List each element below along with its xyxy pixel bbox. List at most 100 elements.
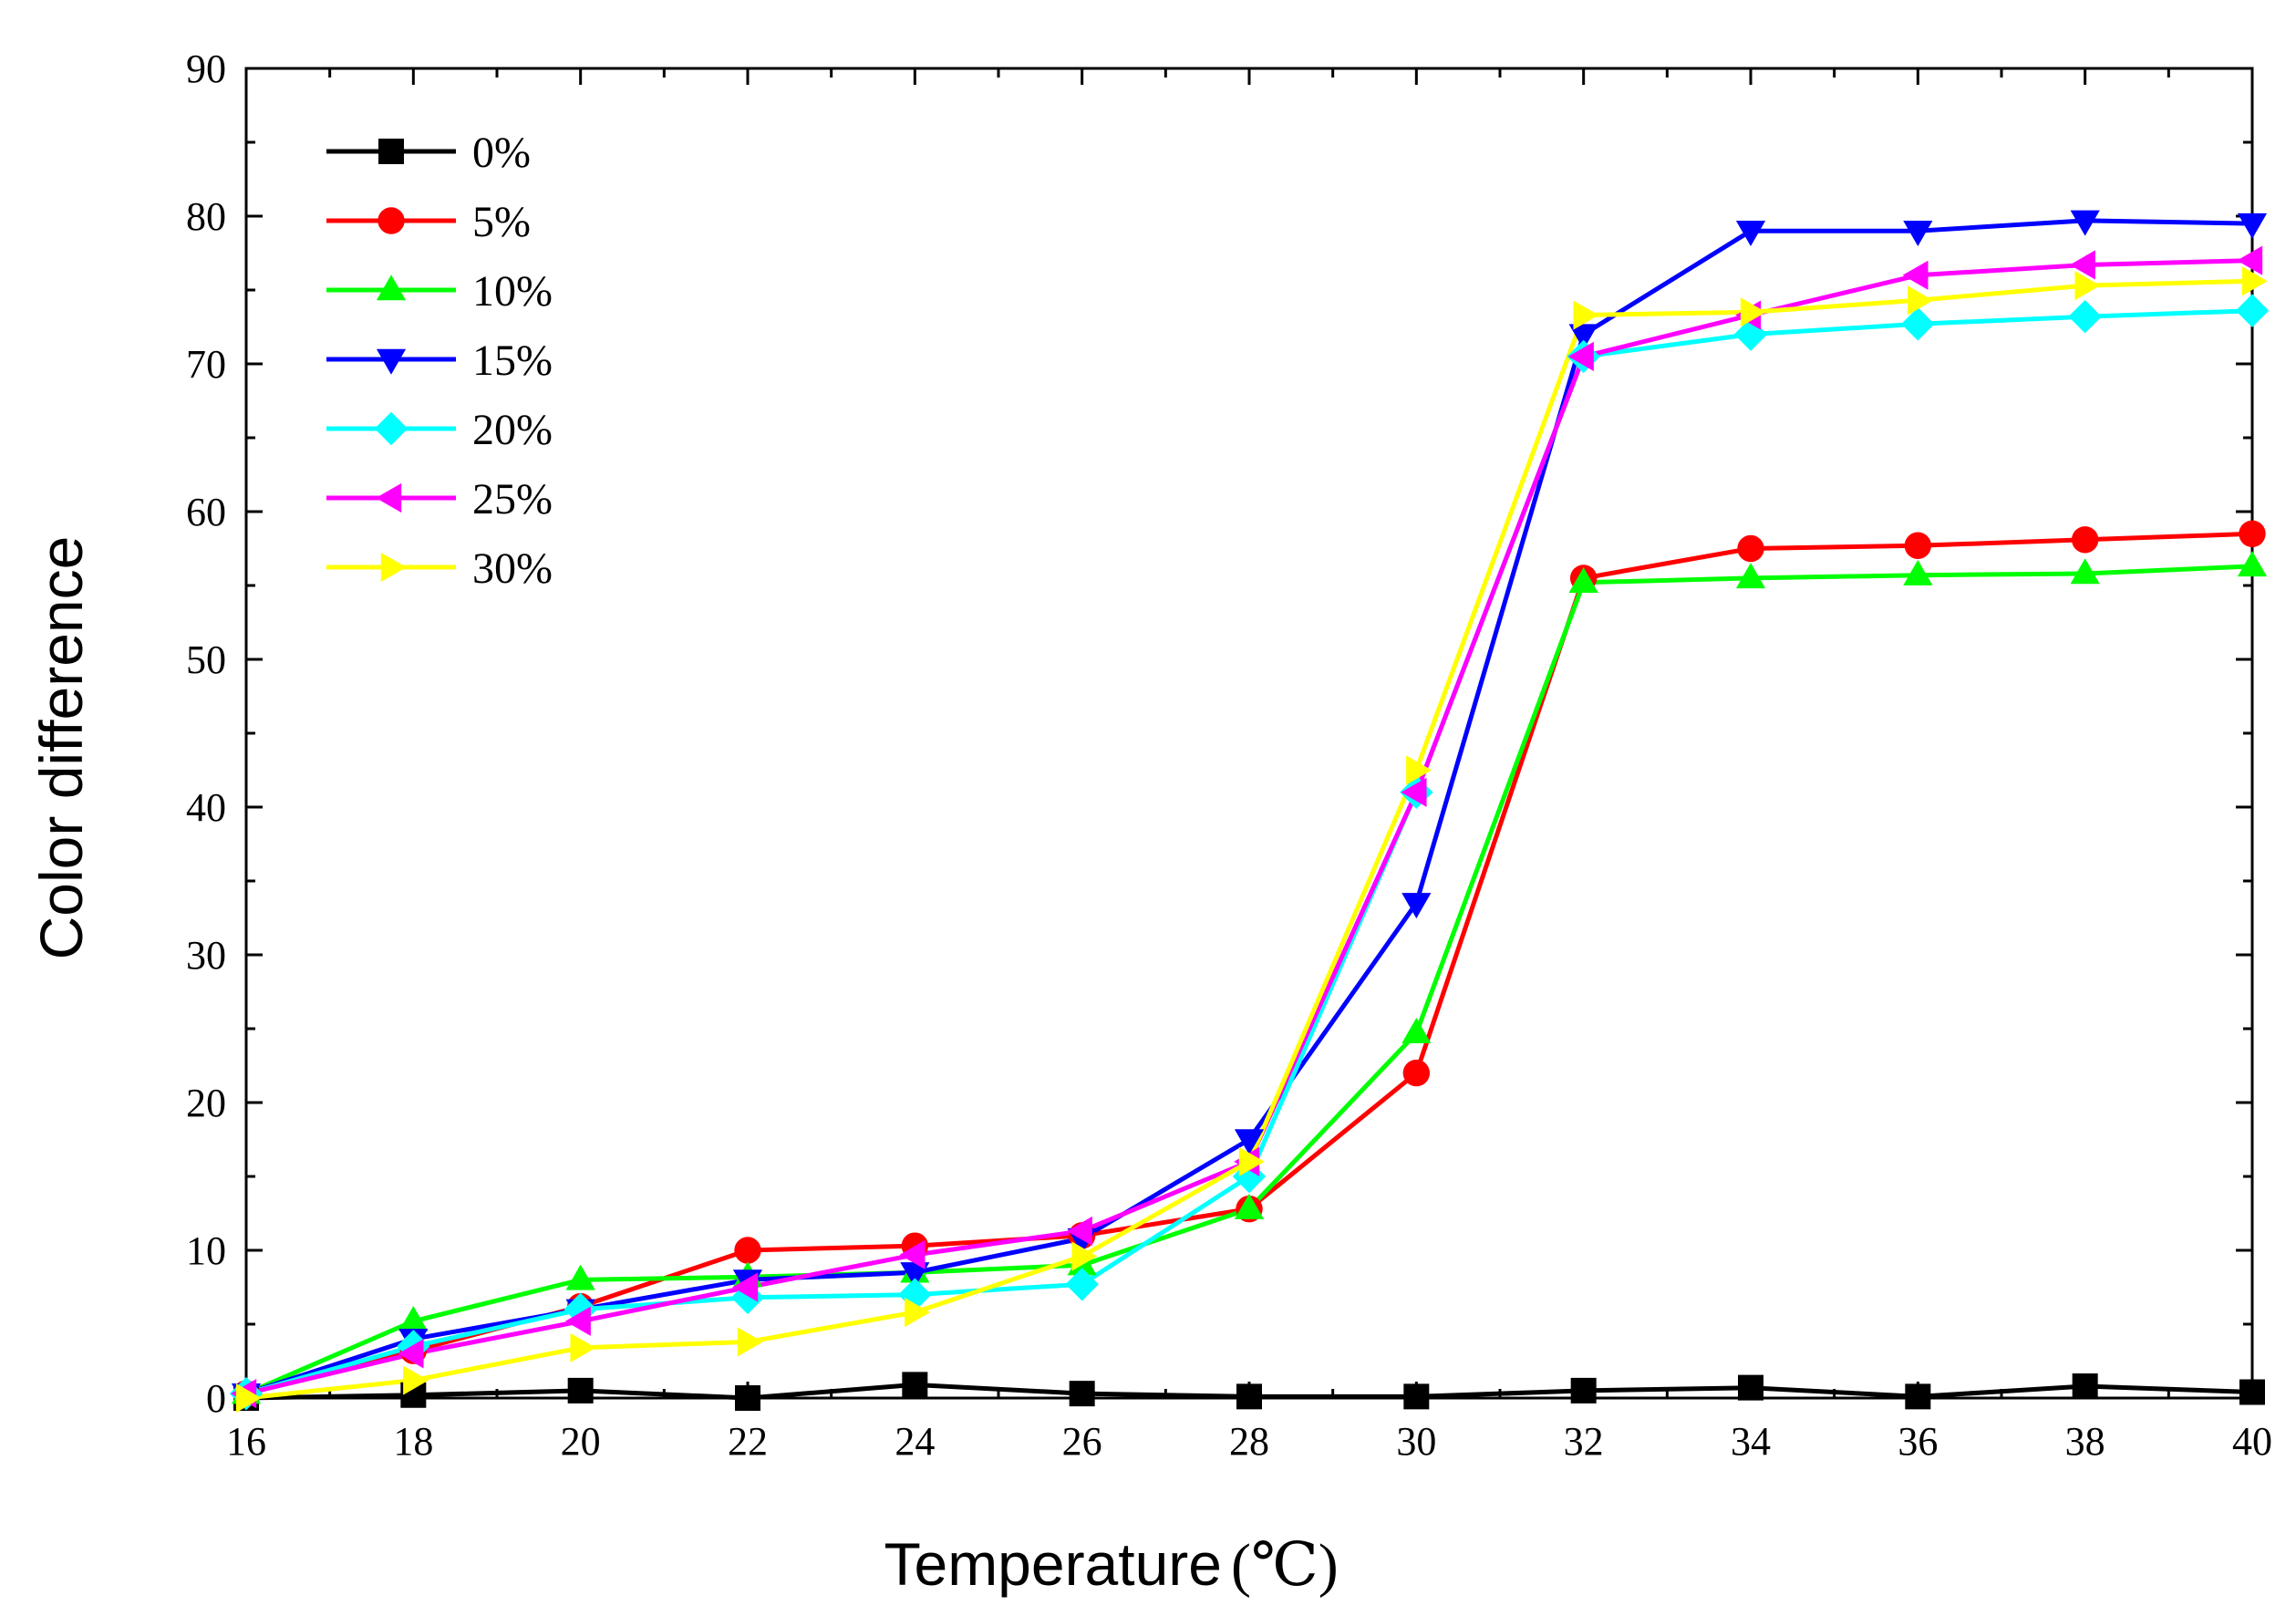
data-point-series-5 <box>1066 1216 1092 1247</box>
x-tick-label: 24 <box>895 1419 935 1464</box>
y-tick-label: 0 <box>206 1376 226 1421</box>
data-point-series-6 <box>235 1383 262 1414</box>
data-point-series-6 <box>737 1327 763 1357</box>
data-point-series-1 <box>1402 1059 1431 1087</box>
data-point-series-3 <box>2070 210 2100 236</box>
data-point-series-2 <box>2237 551 2268 577</box>
data-point-series-3 <box>1903 221 1933 246</box>
legend-label-4: 20% <box>472 406 553 454</box>
data-point-series-0 <box>735 1385 760 1411</box>
y-tick-label: 80 <box>186 194 226 239</box>
legend: 0% 5% 10% 15% 20% 25% 30% <box>326 129 553 593</box>
y-tick-label: 60 <box>186 490 226 534</box>
data-point-series-4 <box>1065 1268 1099 1301</box>
data-point-series-0 <box>567 1377 594 1404</box>
x-axis-title: Temperature <box>884 1530 1222 1598</box>
data-point-series-3 <box>1735 221 1766 246</box>
x-tick-label: 26 <box>1062 1419 1102 1464</box>
x-tick-label: 30 <box>1396 1419 1436 1464</box>
data-point-series-6 <box>1071 1241 1098 1271</box>
data-point-series-0 <box>1570 1377 1597 1404</box>
data-point-series-2 <box>1568 566 1598 593</box>
y-tick-label: 40 <box>186 785 226 830</box>
x-tick-label: 22 <box>728 1419 768 1464</box>
data-point-series-3 <box>900 1262 930 1289</box>
x-tick-label: 18 <box>393 1419 433 1464</box>
legend-marker-1 <box>377 207 405 234</box>
legend-label-0: 0% <box>472 129 531 177</box>
y-tick-label: 30 <box>186 933 226 978</box>
legend-label-6: 30% <box>472 544 553 593</box>
x-tick-label: 32 <box>1564 1419 1604 1464</box>
data-point-series-1 <box>1737 534 1764 563</box>
data-point-series-2 <box>1401 1018 1432 1044</box>
data-point-series-5 <box>1902 260 1929 290</box>
data-point-series-5 <box>1401 777 1427 807</box>
data-point-series-0 <box>1403 1383 1430 1410</box>
data-point-series-1 <box>2239 520 2266 547</box>
series-line-2 <box>245 564 2253 1396</box>
legend-marker-0 <box>378 139 404 164</box>
data-point-series-2 <box>398 1305 429 1331</box>
data-point-series-6 <box>1908 285 1934 316</box>
data-point-series-0 <box>1738 1374 1763 1401</box>
data-point-series-6 <box>1573 300 1599 330</box>
x-tick-label: 36 <box>1898 1419 1938 1464</box>
y-axis-title: Color difference <box>27 536 95 960</box>
data-point-series-0 <box>1905 1383 1931 1410</box>
data-point-series-4 <box>1901 307 1935 341</box>
data-point-series-1 <box>2071 526 2099 554</box>
data-point-series-5 <box>2237 245 2263 275</box>
legend-marker-4 <box>374 411 409 446</box>
data-point-series-6 <box>2241 266 2268 296</box>
data-point-series-2 <box>1735 563 1766 589</box>
x-tick-label: 34 <box>1731 1419 1771 1464</box>
data-point-series-5 <box>564 1306 591 1336</box>
data-point-series-1 <box>734 1237 761 1264</box>
data-point-series-2 <box>565 1264 595 1290</box>
data-point-series-5 <box>398 1339 424 1369</box>
data-point-series-0 <box>1236 1383 1262 1410</box>
data-point-series-6 <box>403 1365 429 1395</box>
data-point-series-6 <box>1740 297 1766 327</box>
data-point-series-4 <box>898 1278 932 1311</box>
data-point-series-3 <box>1234 1129 1265 1155</box>
data-point-series-2 <box>1234 1193 1265 1219</box>
x-tick-label: 28 <box>1229 1419 1269 1464</box>
data-point-series-2 <box>2070 558 2100 585</box>
series-markers <box>229 210 2270 1414</box>
legend-marker-6 <box>380 552 407 583</box>
data-point-series-6 <box>905 1297 931 1328</box>
legend-label-3: 15% <box>472 337 553 385</box>
data-point-series-5 <box>732 1272 759 1302</box>
data-point-series-0 <box>2239 1379 2265 1405</box>
y-tick-label: 20 <box>186 1081 226 1125</box>
legend-marker-2 <box>376 275 407 301</box>
data-point-series-6 <box>1406 755 1432 785</box>
series-line-1 <box>245 531 2253 1396</box>
y-tick-label: 10 <box>186 1228 226 1273</box>
data-point-series-0 <box>1069 1381 1095 1407</box>
data-point-series-6 <box>570 1332 596 1363</box>
axes: 16 18 20 22 24 26 28 30 32 34 36 38 40 0 10 20 30 40 50 60 7… <box>186 47 2272 1464</box>
data-point-series-3 <box>1568 324 1598 350</box>
data-point-series-4 <box>2235 294 2270 327</box>
x-axis-unit: (℃) <box>1231 1532 1339 1599</box>
legend-label-1: 5% <box>472 198 531 246</box>
data-point-series-5 <box>899 1239 926 1269</box>
data-point-series-5 <box>1567 341 1594 371</box>
legend-label-2: 10% <box>472 267 553 316</box>
x-tick-label: 40 <box>2232 1419 2272 1464</box>
y-tick-label: 70 <box>186 342 226 387</box>
x-tick-label: 20 <box>561 1419 601 1464</box>
data-point-series-5 <box>2069 250 2095 280</box>
data-point-series-3 <box>1401 893 1432 919</box>
data-point-series-1 <box>1904 532 1932 559</box>
x-tick-label: 38 <box>2065 1419 2105 1464</box>
data-point-series-6 <box>1238 1146 1265 1176</box>
legend-label-5: 25% <box>472 475 553 523</box>
data-point-series-2 <box>1903 559 1933 585</box>
series-line-4 <box>245 308 2253 1396</box>
y-tick-label: 50 <box>186 637 226 682</box>
